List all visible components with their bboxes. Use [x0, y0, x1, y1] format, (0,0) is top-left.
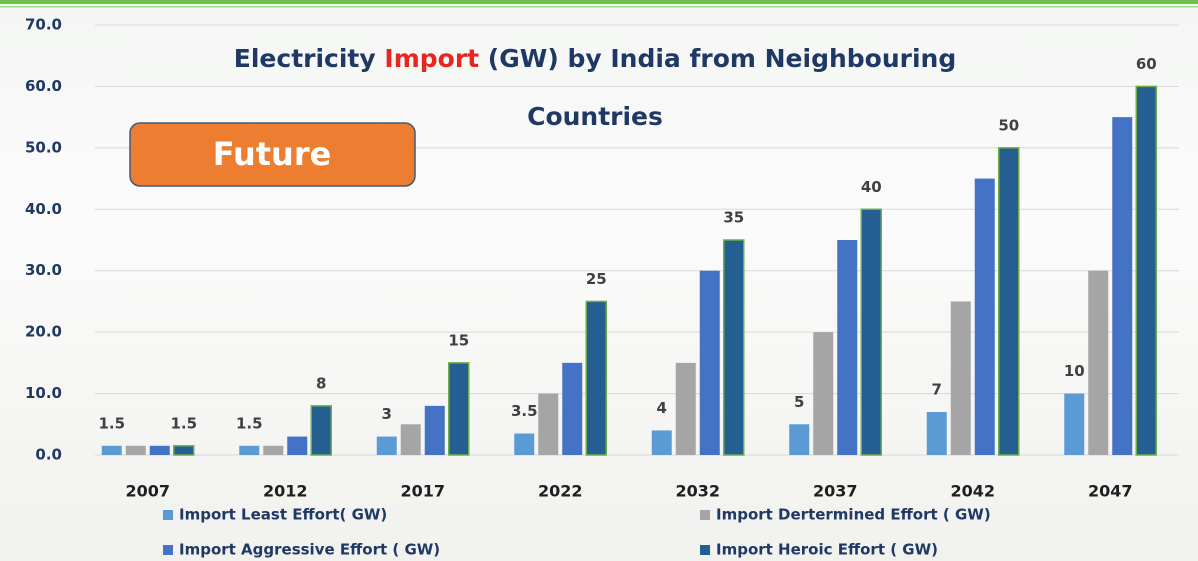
data-label: 10 [1064, 362, 1085, 380]
y-tick-label: 60.0 [25, 77, 62, 95]
legend-label: Import Least Effort( GW) [179, 506, 387, 524]
bar [700, 271, 720, 455]
bar [287, 437, 307, 455]
bar [174, 446, 194, 455]
bar [652, 430, 672, 455]
bar [401, 424, 421, 455]
top-border [0, 0, 1198, 4]
data-label: 1.5 [236, 414, 263, 432]
bar [514, 434, 534, 456]
data-label: 3 [382, 405, 392, 423]
x-tick-label: 2012 [263, 482, 308, 501]
bar [813, 332, 833, 455]
bar [263, 446, 283, 455]
legend-label: Import Aggressive Effort ( GW) [179, 541, 440, 559]
bar [425, 406, 445, 455]
data-label: 5 [794, 393, 804, 411]
data-label: 15 [448, 331, 469, 349]
x-tick-label: 2047 [1088, 482, 1133, 501]
data-label: 40 [861, 178, 882, 196]
bar [449, 363, 469, 455]
bar [586, 301, 606, 455]
x-tick-label: 2037 [813, 482, 858, 501]
data-label: 60 [1136, 55, 1157, 73]
data-label: 25 [586, 270, 607, 288]
y-tick-label: 30.0 [25, 261, 62, 279]
y-tick-label: 40.0 [25, 200, 62, 218]
x-tick-label: 2017 [400, 482, 445, 501]
data-label: 7 [932, 381, 942, 399]
legend-swatch [163, 545, 173, 555]
x-tick-label: 2022 [538, 482, 583, 501]
x-tick-label: 2032 [675, 482, 720, 501]
y-tick-label: 20.0 [25, 323, 62, 341]
bar [102, 446, 122, 455]
bar [538, 394, 558, 455]
data-label: 1.5 [170, 414, 197, 432]
legend-swatch [163, 510, 173, 520]
bar [724, 240, 744, 455]
x-tick-label: 2007 [125, 482, 170, 501]
y-tick-label: 70.0 [25, 16, 62, 34]
data-label: 3.5 [511, 402, 538, 420]
bar [311, 406, 331, 455]
page: 0.010.020.030.040.050.060.070.0Future200… [0, 0, 1198, 561]
bar [239, 446, 259, 455]
bar [861, 209, 881, 455]
bar [837, 240, 857, 455]
bar [1064, 394, 1084, 455]
x-tick-label: 2042 [950, 482, 995, 501]
data-label: 1.5 [98, 414, 125, 432]
bar [999, 148, 1019, 455]
bar [1136, 86, 1156, 455]
chart-title: Electricity Import (GW) by India from Ne… [170, 30, 1020, 146]
title-part: Electricity [234, 44, 385, 73]
bar [1112, 117, 1132, 455]
legend-label: Import Heroic Effort ( GW) [716, 541, 938, 559]
title-part: (GW) by India from Neighbouring Countrie… [479, 44, 965, 131]
title-part: Import [384, 44, 479, 73]
bar [150, 446, 170, 455]
bar [562, 363, 582, 455]
top-border-inner [0, 6, 1198, 8]
bar [126, 446, 146, 455]
data-label: 8 [316, 374, 326, 392]
legend-swatch [700, 510, 710, 520]
y-tick-label: 10.0 [25, 384, 62, 402]
legend-swatch [700, 545, 710, 555]
bar [789, 424, 809, 455]
bar [676, 363, 696, 455]
data-label: 35 [723, 209, 744, 227]
bar [1088, 271, 1108, 455]
legend-label: Import Dertermined Effort ( GW) [716, 506, 991, 524]
bar [377, 437, 397, 455]
bar [927, 412, 947, 455]
bar [951, 301, 971, 455]
bar [975, 179, 995, 455]
data-label: 4 [657, 399, 667, 417]
y-tick-label: 0.0 [35, 446, 62, 464]
y-tick-label: 50.0 [25, 138, 62, 156]
